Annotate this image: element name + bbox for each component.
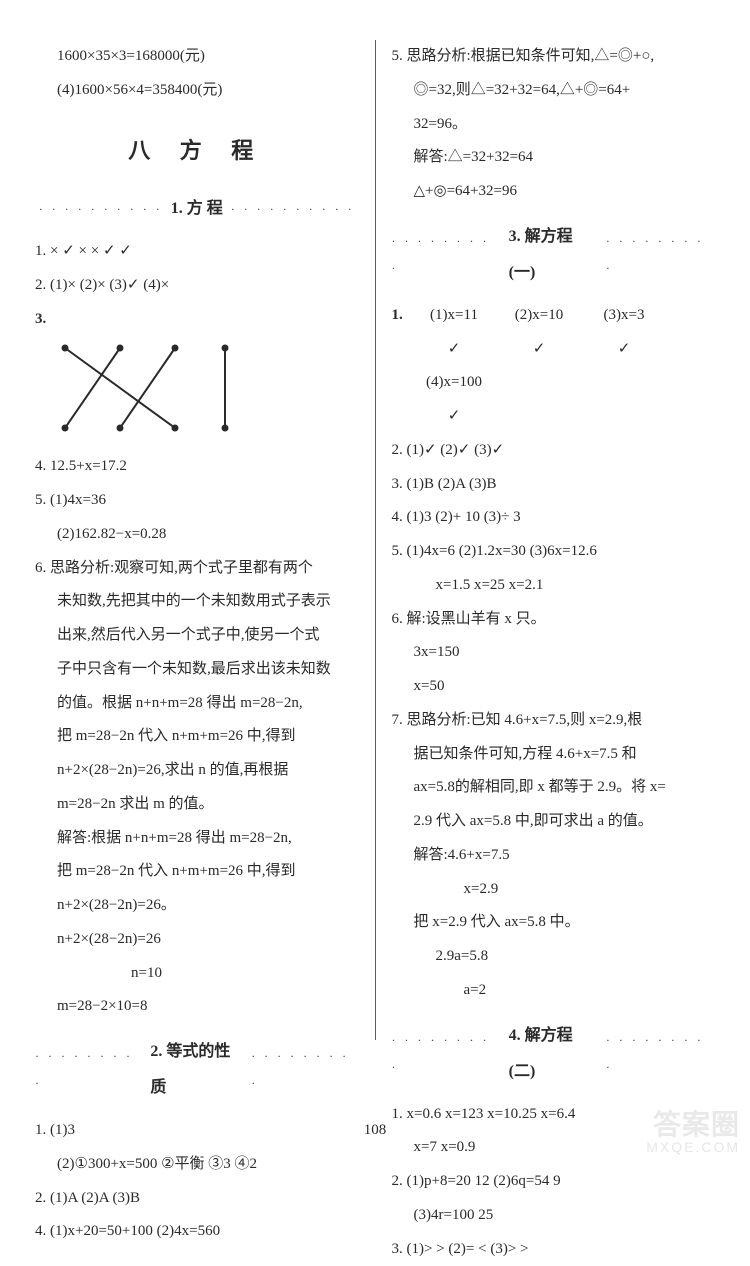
- dots-icon: · · · · · · · · ·: [606, 1027, 715, 1081]
- s3-q1-2: (2)x=10: [497, 299, 582, 333]
- s3-q6c: x=50: [392, 670, 716, 704]
- s3-q4: 4. (1)3 (2)+ 10 (3)÷ 3: [392, 501, 716, 535]
- section-4-title: 4. 解方程(二): [501, 1018, 606, 1090]
- r-q5-ans1: 解答:△=32+32=64: [392, 141, 716, 175]
- q6-l7: n+2×(28−2n)=26,求出 n 的值,再根据: [35, 754, 359, 788]
- s3-q1-row: 1. (1)x=11 (2)x=10 (3)x=3: [392, 299, 716, 333]
- s3-q7-l3: ax=5.8的解相同,即 x 都等于 2.9。将 x=: [392, 771, 716, 805]
- watermark-line-2: MXQE.COM: [646, 1139, 740, 1155]
- q6-l8: m=28−2n 求出 m 的值。: [35, 788, 359, 822]
- watermark: 答案圈 MXQE.COM: [646, 1103, 740, 1155]
- dots-icon: · · · · · · · · ·: [251, 1043, 358, 1097]
- q6-l3: 出来,然后代入另一个式子中,使另一个式: [35, 619, 359, 653]
- q3-label: 3.: [35, 311, 46, 327]
- q1-marks: 1. × ✓ × × ✓ ✓: [35, 235, 359, 269]
- page-columns: 1600×35×3=168000(元) (4)1600×56×4=358400(…: [35, 40, 715, 1040]
- q6-l2: 未知数,先把其中的一个未知数用式子表示: [35, 585, 359, 619]
- dots-icon: · · · · · · · · · ·: [231, 196, 355, 223]
- matching-line: [64, 347, 175, 429]
- q6-ans6: m=28−2×10=8: [35, 990, 359, 1024]
- chapter-title: 八 方 程: [35, 126, 359, 176]
- dots-icon: · · · · · · · · ·: [606, 228, 715, 282]
- matching-line: [224, 348, 226, 428]
- s2-q1b: (2)①300+x=500 ②平衡 ③3 ④2: [35, 1148, 359, 1182]
- s3-q1-4-val: (4)x=100: [412, 366, 497, 400]
- s3-q7-ans2: x=2.9: [392, 873, 716, 907]
- check-icon: ✓: [497, 333, 582, 367]
- s3-q2: 2. (1)✓ (2)✓ (3)✓: [392, 434, 716, 468]
- r-q5-l2: ◎=32,则△=32+32=64,△+◎=64+: [392, 74, 716, 108]
- section-4-title-row: · · · · · · · · · 4. 解方程(二) · · · · · · …: [392, 1018, 716, 1090]
- q2: 2. (1)× (2)× (3)✓ (4)×: [35, 269, 359, 303]
- dots-icon: · · · · · · · · · ·: [39, 196, 163, 223]
- s3-q1-checks: ✓ ✓ ✓: [392, 333, 716, 367]
- column-divider: [375, 40, 376, 1040]
- q5b: (2)162.82−x=0.28: [35, 518, 359, 552]
- right-column: 5. 思路分析:根据已知条件可知,△=◎+○, ◎=32,则△=32+32=64…: [382, 40, 716, 1040]
- q6-l5: 的值。根据 n+n+m=28 得出 m=28−2n,: [35, 687, 359, 721]
- check-icon: ✓: [412, 333, 497, 367]
- s3-q6a: 6. 解:设黑山羊有 x 只。: [392, 603, 716, 637]
- check-icon: ✓: [412, 400, 497, 434]
- q-number: 1.: [392, 307, 403, 323]
- page-number: 108: [0, 1122, 750, 1139]
- s3-q7-head: 7. 思路分析:已知 4.6+x=7.5,则 x=2.9,根: [392, 704, 716, 738]
- section-1-title: 1. 方 程: [163, 191, 231, 227]
- q5a: 5. (1)4x=36: [35, 484, 359, 518]
- s3-q7-ans3: 把 x=2.9 代入 ax=5.8 中。: [392, 906, 716, 940]
- q6-l6: 把 m=28−2n 代入 n+m+m=26 中,得到: [35, 720, 359, 754]
- watermark-line-1: 答案圈: [646, 1103, 740, 1143]
- s2-q4: 4. (1)x+20=50+100 (2)4x=560: [35, 1215, 359, 1249]
- s3-q1-4: (4)x=100: [392, 366, 716, 400]
- dots-icon: · · · · · · · · ·: [392, 228, 501, 282]
- s3-q3: 3. (1)B (2)A (3)B: [392, 468, 716, 502]
- s4-q2b: (3)4r=100 25: [392, 1199, 716, 1233]
- s3-q5a: 5. (1)4x=6 (2)1.2x=30 (3)6x=12.6: [392, 535, 716, 569]
- section-3-title: 3. 解方程(一): [501, 219, 606, 291]
- r-q5-l3: 32=96。: [392, 108, 716, 142]
- dots-icon: · · · · · · · · ·: [392, 1027, 501, 1081]
- s4-q2a: 2. (1)p+8=20 12 (2)6q=54 9: [392, 1165, 716, 1199]
- s3-q1-4-check: ✓: [392, 400, 716, 434]
- q6-ans1: 解答:根据 n+n+m=28 得出 m=28−2n,: [35, 822, 359, 856]
- q6-ans5: n=10: [35, 957, 359, 991]
- check-icon: ✓: [582, 333, 667, 367]
- s3-q5b: x=1.5 x=25 x=2.1: [392, 569, 716, 603]
- s3-q7-ans5: a=2: [392, 974, 716, 1008]
- q6-l4: 子中只含有一个未知数,最后求出该未知数: [35, 653, 359, 687]
- calc-line-1: 1600×35×3=168000(元): [35, 40, 359, 74]
- s3-q7-l4: 2.9 代入 ax=5.8 中,即可求出 a 的值。: [392, 805, 716, 839]
- left-column: 1600×35×3=168000(元) (4)1600×56×4=358400(…: [35, 40, 369, 1040]
- q6-head: 6. 思路分析:观察可知,两个式子里都有两个: [35, 552, 359, 586]
- calc-line-2: (4)1600×56×4=358400(元): [35, 74, 359, 108]
- matching-diagram: [55, 338, 225, 448]
- q6-ans2: 把 m=28−2n 代入 n+m+m=26 中,得到: [35, 855, 359, 889]
- section-2-title-row: · · · · · · · · · 2. 等式的性质 · · · · · · ·…: [35, 1034, 359, 1106]
- s4-q3: 3. (1)> > (2)= < (3)> >: [392, 1233, 716, 1266]
- section-1-title-row: · · · · · · · · · · 1. 方 程 · · · · · · ·…: [35, 191, 359, 227]
- s3-q1-1: (1)x=11: [412, 299, 497, 333]
- section-2-title: 2. 等式的性质: [142, 1034, 251, 1106]
- q6-ans4: n+2×(28−2n)=26: [35, 923, 359, 957]
- q6-ans3: n+2×(28−2n)=26。: [35, 889, 359, 923]
- matching-line: [119, 348, 176, 429]
- s3-q1-3: (3)x=3: [582, 299, 667, 333]
- matching-line: [64, 348, 121, 429]
- r-q5-head: 5. 思路分析:根据已知条件可知,△=◎+○,: [392, 40, 716, 74]
- r-q5-ans2: △+◎=64+32=96: [392, 175, 716, 209]
- dots-icon: · · · · · · · · ·: [35, 1043, 142, 1097]
- s2-q2: 2. (1)A (2)A (3)B: [35, 1182, 359, 1216]
- s3-q7-ans1: 解答:4.6+x=7.5: [392, 839, 716, 873]
- s3-q7-l2: 据已知条件可知,方程 4.6+x=7.5 和: [392, 738, 716, 772]
- section-3-title-row: · · · · · · · · · 3. 解方程(一) · · · · · · …: [392, 219, 716, 291]
- q4: 4. 12.5+x=17.2: [35, 450, 359, 484]
- s3-q7-ans4: 2.9a=5.8: [392, 940, 716, 974]
- s3-q6b: 3x=150: [392, 636, 716, 670]
